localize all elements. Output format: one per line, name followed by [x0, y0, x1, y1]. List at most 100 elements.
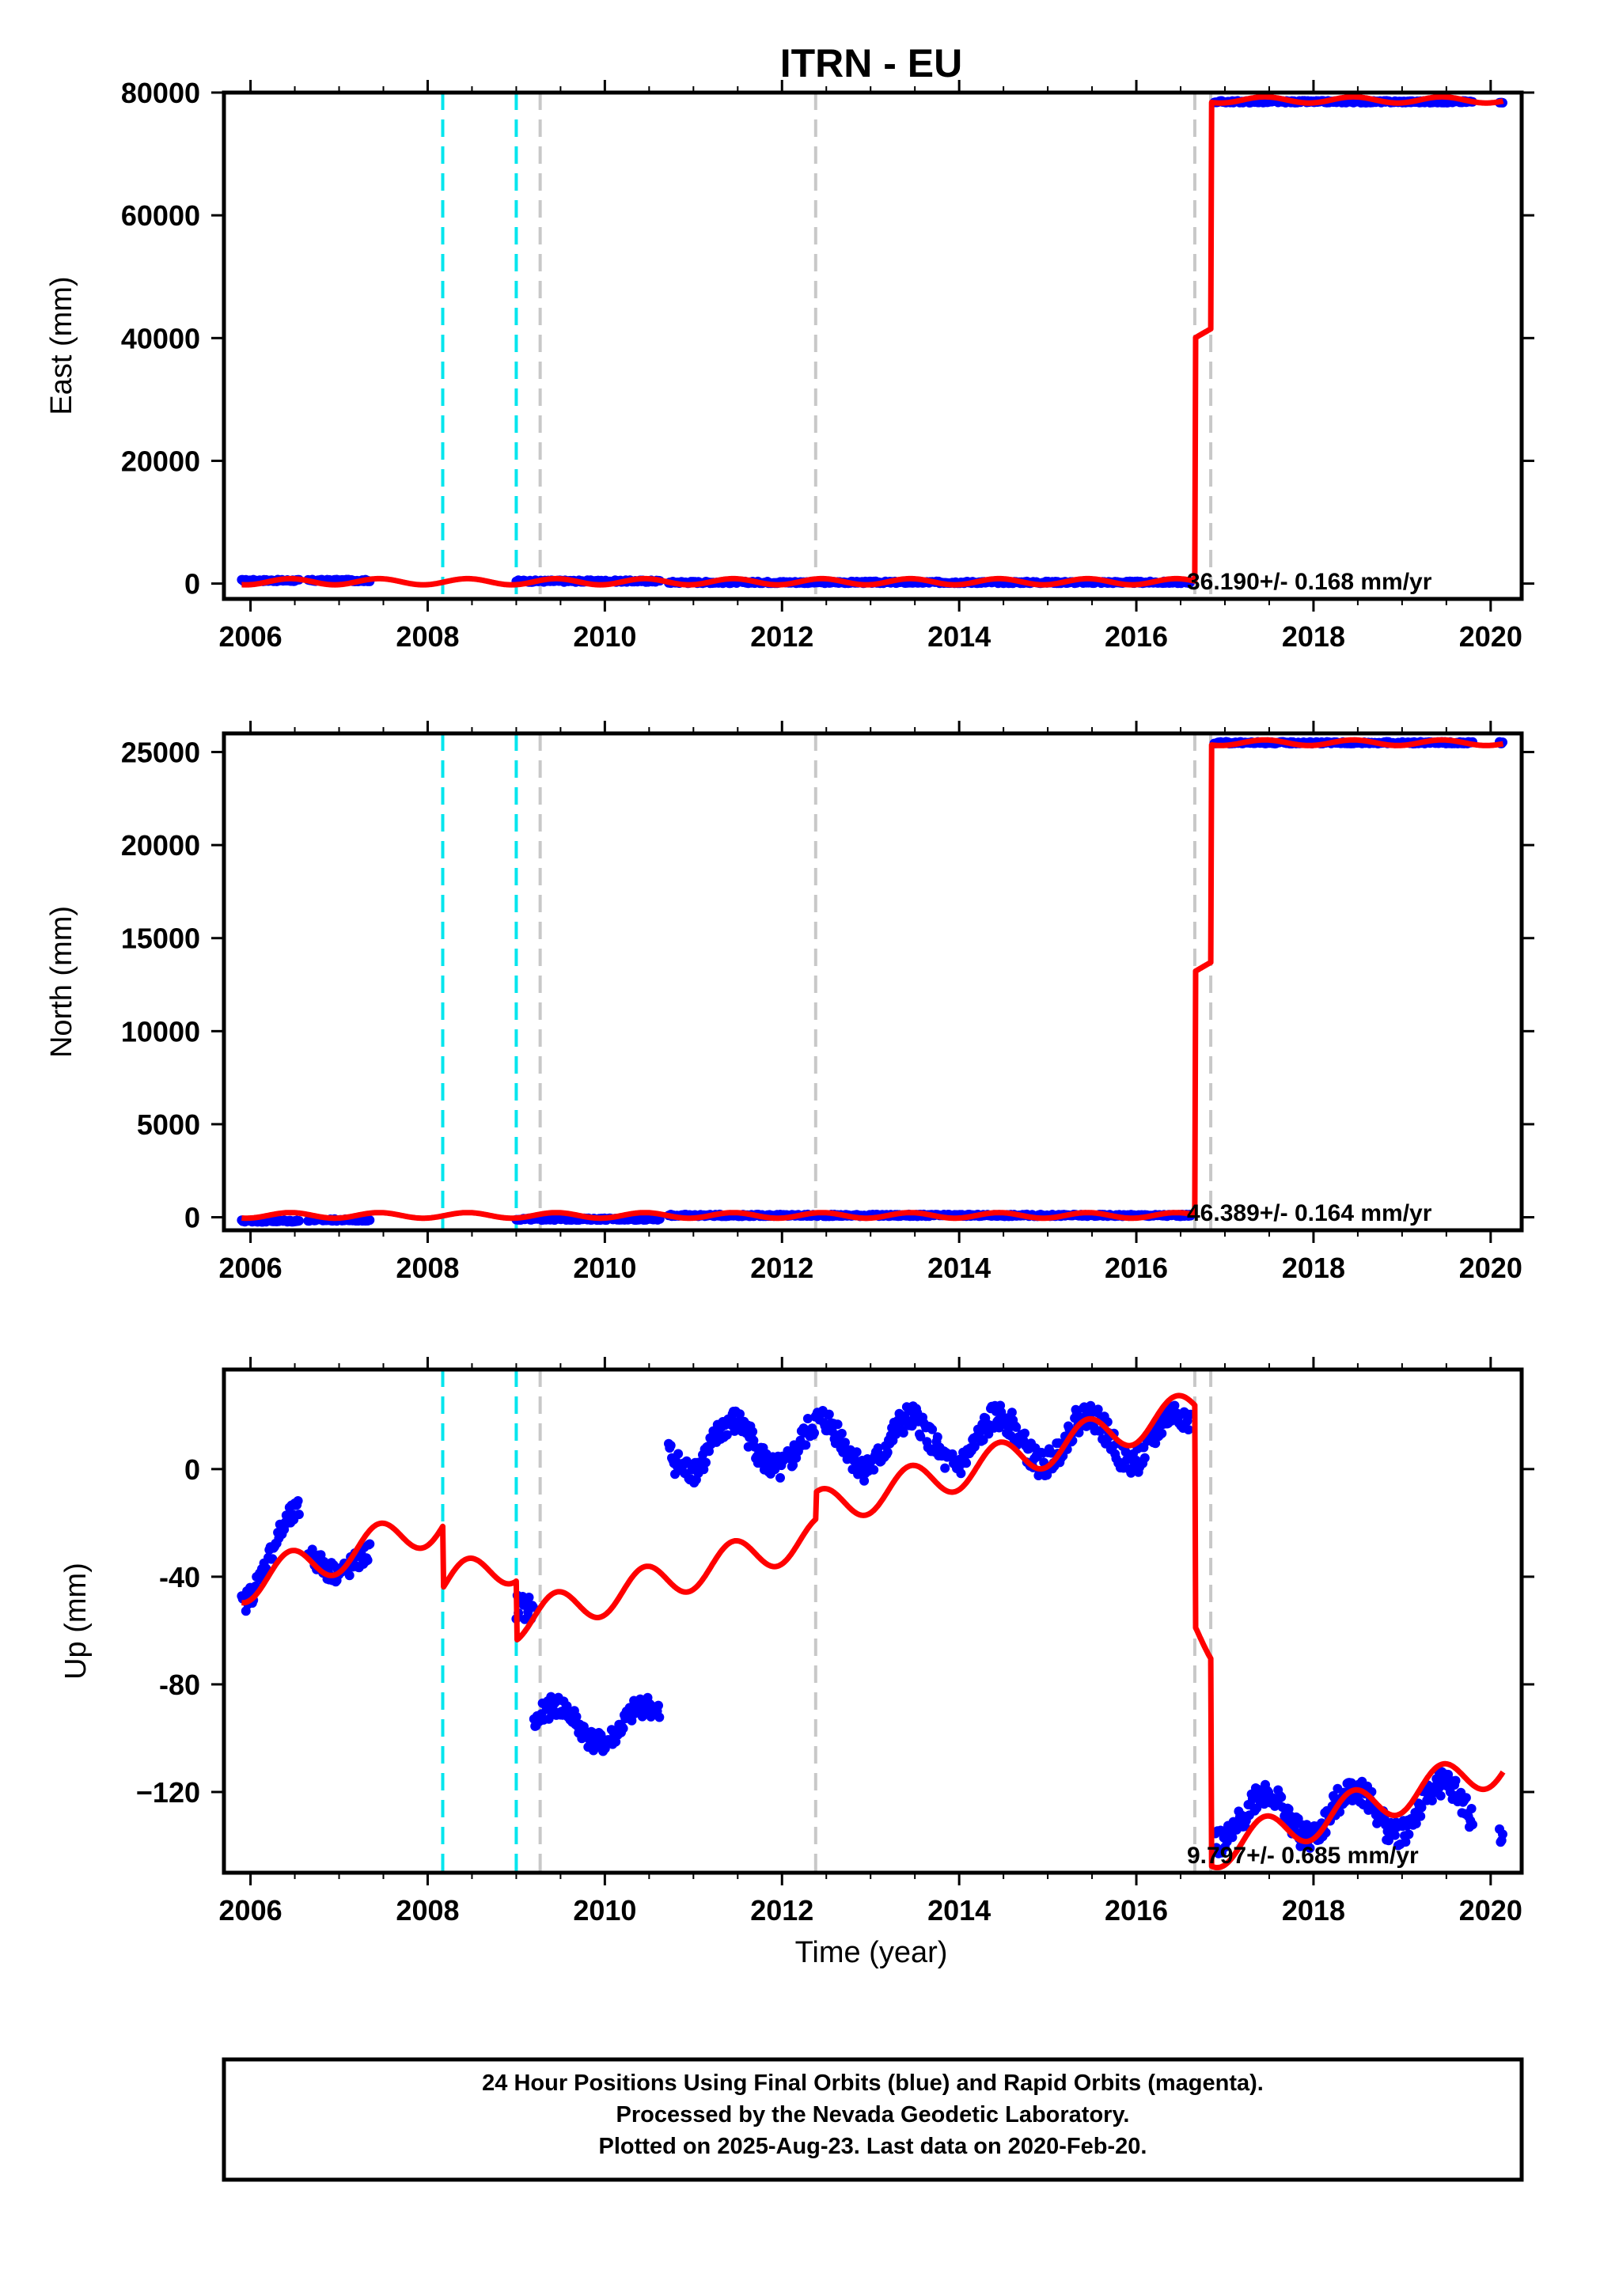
data-point — [975, 1426, 985, 1437]
data-point — [927, 1424, 938, 1434]
data-point — [673, 1449, 684, 1459]
caption-box: 24 Hour Positions Using Final Orbits (bl… — [222, 2057, 1524, 2182]
data-point — [961, 1458, 972, 1468]
data-point — [940, 1463, 950, 1473]
caption-line-1: 24 Hour Positions Using Final Orbits (bl… — [482, 2071, 1264, 2096]
velocity-label: 36.190+/- 0.168 mm/yr — [1187, 569, 1432, 595]
data-point — [1416, 1811, 1426, 1821]
y-axis-title: North (mm) — [45, 906, 78, 1058]
x-tick-label: 2014 — [927, 1894, 991, 1927]
data-point — [618, 1723, 628, 1733]
data-point — [1498, 1829, 1507, 1839]
x-tick-label: 2012 — [750, 1252, 813, 1284]
y-tick-label: -40 — [159, 1561, 200, 1593]
data-point — [344, 1570, 355, 1581]
data-point — [665, 1441, 676, 1450]
data-point — [836, 1428, 847, 1438]
data-point — [1126, 1468, 1136, 1478]
data-point — [701, 1457, 711, 1468]
y-tick-label: 0 — [184, 1202, 200, 1234]
data-points — [237, 96, 1507, 589]
chart-title: ITRN - EU — [780, 41, 963, 85]
plot-frame — [222, 90, 1524, 601]
data-point — [1468, 1820, 1477, 1830]
data-point — [809, 1428, 819, 1438]
data-point — [869, 1464, 879, 1475]
data-point — [365, 1215, 375, 1226]
x-tick-label: 2020 — [1459, 1252, 1522, 1284]
model-fit-line — [240, 93, 1505, 588]
x-tick-label: 2010 — [573, 1252, 636, 1284]
data-point — [654, 1712, 665, 1722]
data-point — [802, 1414, 813, 1423]
x-tick-label: 2008 — [396, 1252, 459, 1284]
x-tick-label: 2014 — [927, 1252, 991, 1284]
y-tick-label: 0 — [184, 568, 200, 601]
data-points — [237, 737, 1507, 1227]
data-point — [947, 1449, 957, 1459]
data-point — [307, 1544, 317, 1555]
data-point — [859, 1476, 870, 1486]
data-point — [294, 1216, 304, 1226]
caption-line-3: Plotted on 2025-Aug-23. Last data on 202… — [599, 2134, 1147, 2159]
data-point — [882, 1447, 893, 1457]
x-tick-label: 2006 — [219, 1252, 282, 1284]
east-panel: 2006 2008 2010 2012 2014 2016 2018 2020 0 20000 40… — [45, 77, 1534, 653]
x-tick-label: 2014 — [927, 620, 991, 653]
caption-line-2: Processed by the Nevada Geodetic Laborat… — [616, 2102, 1130, 2127]
data-point — [1093, 1404, 1103, 1415]
x-tick-label: 2010 — [573, 620, 636, 653]
data-point — [916, 1431, 926, 1442]
data-points — [237, 1400, 1507, 1858]
y-tick-label: 10000 — [121, 1015, 200, 1048]
y-tick-label: 80000 — [121, 77, 200, 109]
data-point — [362, 1555, 373, 1565]
data-point — [1466, 1804, 1477, 1813]
data-point — [748, 1426, 758, 1437]
x-tick-label: 2008 — [396, 1894, 459, 1927]
up-panel: 2006 2008 2010 2012 2014 2016 2018 2020 −120 -80 -… — [59, 1357, 1534, 1927]
data-point — [600, 1744, 610, 1753]
velocity-label: 46.389+/- 0.164 mm/yr — [1187, 1200, 1432, 1226]
model-fit-line — [240, 737, 1505, 1222]
data-point — [267, 1554, 278, 1564]
y-axis-title: Up (mm) — [59, 1563, 93, 1680]
y-tick-label: 25000 — [121, 737, 200, 769]
x-tick-label: 2018 — [1282, 1252, 1345, 1284]
data-point — [1183, 1425, 1193, 1434]
data-point — [969, 1442, 980, 1452]
x-tick-label: 2018 — [1282, 1894, 1345, 1927]
x-tick-label: 2018 — [1282, 620, 1345, 653]
y-tick-label: 5000 — [137, 1108, 200, 1141]
data-point — [1157, 1428, 1167, 1438]
y-axis-title: East (mm) — [45, 276, 78, 415]
data-point — [851, 1447, 862, 1457]
x-tick-label: 2016 — [1105, 1252, 1168, 1284]
data-point — [956, 1468, 966, 1479]
x-tick-label: 2012 — [750, 620, 813, 653]
y-tick-label: 20000 — [121, 829, 200, 862]
x-tick-label: 2020 — [1459, 1894, 1522, 1927]
data-point — [832, 1419, 843, 1430]
data-point — [571, 1711, 582, 1722]
y-tick-label: 60000 — [121, 199, 200, 232]
x-tick-label: 2006 — [219, 620, 282, 653]
x-tick-label: 2006 — [219, 1894, 282, 1927]
y-tick-label: 0 — [184, 1453, 200, 1486]
data-point — [827, 1426, 837, 1437]
plot-frame — [222, 1367, 1524, 1875]
data-point — [801, 1440, 811, 1450]
data-point — [840, 1438, 850, 1448]
data-point — [1139, 1453, 1150, 1463]
data-point — [788, 1460, 798, 1470]
y-tick-label: −120 — [136, 1776, 200, 1809]
y-tick-label: 20000 — [121, 445, 200, 477]
data-point — [1042, 1470, 1052, 1480]
velocity-label: 9.797+/- 0.685 mm/yr — [1187, 1843, 1419, 1869]
data-point — [1435, 1790, 1446, 1801]
data-point — [1390, 1830, 1400, 1840]
y-tick-label: 15000 — [121, 923, 200, 955]
data-point — [735, 1409, 745, 1419]
y-tick-label: 40000 — [121, 322, 200, 354]
data-point — [775, 1472, 785, 1483]
